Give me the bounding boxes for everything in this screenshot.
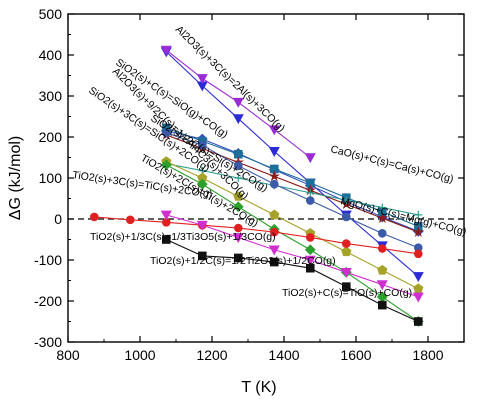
data-point bbox=[269, 209, 280, 220]
series-line bbox=[166, 214, 419, 298]
reaction-label: TiO2(s)+C(s)=TiO(s)+CO(g) bbox=[282, 287, 412, 299]
data-point bbox=[268, 125, 280, 136]
data-point bbox=[304, 153, 316, 164]
reaction-label: CaO(s)+C(s)=Ca(s)+CO(g) bbox=[329, 143, 454, 185]
data-point bbox=[232, 233, 244, 244]
y-tick-label: 200 bbox=[39, 129, 63, 145]
data-point bbox=[376, 280, 388, 291]
data-point bbox=[413, 249, 423, 259]
x-tick-label: 1800 bbox=[412, 347, 443, 363]
data-point bbox=[125, 215, 135, 225]
series-line bbox=[166, 163, 419, 216]
data-point bbox=[306, 188, 315, 197]
y-tick-label: -300 bbox=[34, 334, 62, 350]
plot-area bbox=[68, 45, 464, 327]
series-line bbox=[166, 127, 419, 227]
data-point bbox=[341, 212, 351, 222]
data-point bbox=[269, 227, 279, 237]
data-point bbox=[413, 283, 424, 294]
data-point bbox=[233, 191, 244, 201]
data-point bbox=[197, 251, 207, 261]
data-point bbox=[377, 229, 387, 238]
data-point bbox=[234, 174, 243, 182]
data-point bbox=[268, 245, 280, 256]
series-line bbox=[166, 134, 419, 233]
data-point bbox=[232, 97, 244, 108]
data-point bbox=[232, 114, 244, 125]
y-tick-label: 300 bbox=[39, 88, 63, 104]
data-point bbox=[412, 272, 424, 283]
series-12 bbox=[161, 235, 423, 326]
data-point bbox=[233, 161, 243, 170]
data-point bbox=[413, 317, 423, 326]
series-line bbox=[166, 161, 419, 290]
series-line bbox=[166, 130, 419, 232]
data-point bbox=[377, 264, 388, 275]
data-point bbox=[377, 300, 387, 310]
data-point bbox=[233, 253, 243, 263]
series-2 bbox=[160, 45, 316, 164]
data-point bbox=[304, 244, 316, 256]
data-point bbox=[196, 178, 208, 190]
series-line bbox=[165, 51, 419, 277]
y-tick-label: 0 bbox=[54, 211, 62, 227]
series-line bbox=[166, 238, 419, 323]
data-point bbox=[161, 128, 171, 138]
data-point bbox=[305, 263, 315, 273]
data-point bbox=[89, 212, 99, 222]
data-point bbox=[340, 267, 352, 278]
data-point bbox=[412, 226, 425, 238]
data-point bbox=[341, 239, 351, 248]
y-tick-label: -100 bbox=[34, 252, 62, 268]
data-point bbox=[268, 147, 280, 157]
x-tick-label: 1600 bbox=[340, 347, 371, 363]
data-point bbox=[197, 140, 207, 150]
x-tick-label: 1200 bbox=[196, 347, 227, 363]
data-point bbox=[305, 196, 315, 205]
data-point bbox=[376, 212, 389, 224]
reaction-label: MgO(s)+C(s)=Mg(g)+CO(g) bbox=[339, 195, 467, 238]
series-line bbox=[94, 216, 419, 255]
data-point bbox=[160, 210, 172, 221]
data-point bbox=[160, 45, 172, 56]
reaction-label: TiO2(s)+1/2C(s)=1/2Ti2O3(s)+1/2CO(g) bbox=[150, 255, 336, 267]
data-point bbox=[233, 223, 243, 233]
x-tick-label: 1000 bbox=[124, 347, 155, 363]
y-tick-label: 400 bbox=[39, 47, 63, 63]
data-point bbox=[341, 246, 352, 257]
data-point bbox=[342, 196, 351, 205]
y-tick-label: -200 bbox=[34, 293, 62, 309]
series-11 bbox=[160, 210, 424, 303]
data-point bbox=[269, 179, 279, 189]
x-tick-label: 800 bbox=[56, 347, 80, 363]
x-tick-label: 1400 bbox=[268, 347, 299, 363]
data-point bbox=[269, 257, 279, 267]
data-point bbox=[341, 282, 351, 291]
data-point bbox=[161, 235, 171, 244]
y-axis-label: ΔG (kJ/mol) bbox=[7, 136, 24, 220]
data-point bbox=[412, 292, 424, 303]
data-point bbox=[378, 203, 387, 212]
y-tick-label: 100 bbox=[39, 170, 63, 186]
data-point bbox=[196, 74, 208, 84]
y-tick-label: 500 bbox=[39, 6, 63, 22]
data-point bbox=[232, 201, 244, 213]
data-point bbox=[377, 244, 387, 253]
series-line bbox=[166, 132, 419, 249]
data-point bbox=[305, 233, 315, 242]
reaction-labels: Al2O3(s)+9/2C(s)=1/2Al4C3(s)+3CO(g)Al2O3… bbox=[72, 24, 468, 299]
data-point bbox=[160, 159, 172, 171]
data-point bbox=[304, 255, 316, 266]
data-point bbox=[268, 170, 281, 182]
series-7 bbox=[161, 128, 423, 252]
reaction-label: TiO2(s)+1/3C(s)=1/3Ti3O5(s)+1/3CO(g) bbox=[90, 231, 276, 243]
axes: 800 1000 1200 1400 1600 1800 -300 -200 -100 0 100 2… bbox=[34, 6, 465, 363]
data-point bbox=[414, 210, 423, 219]
x-axis-label: T (K) bbox=[241, 379, 276, 396]
data-point bbox=[196, 220, 208, 231]
series-line bbox=[166, 164, 419, 322]
